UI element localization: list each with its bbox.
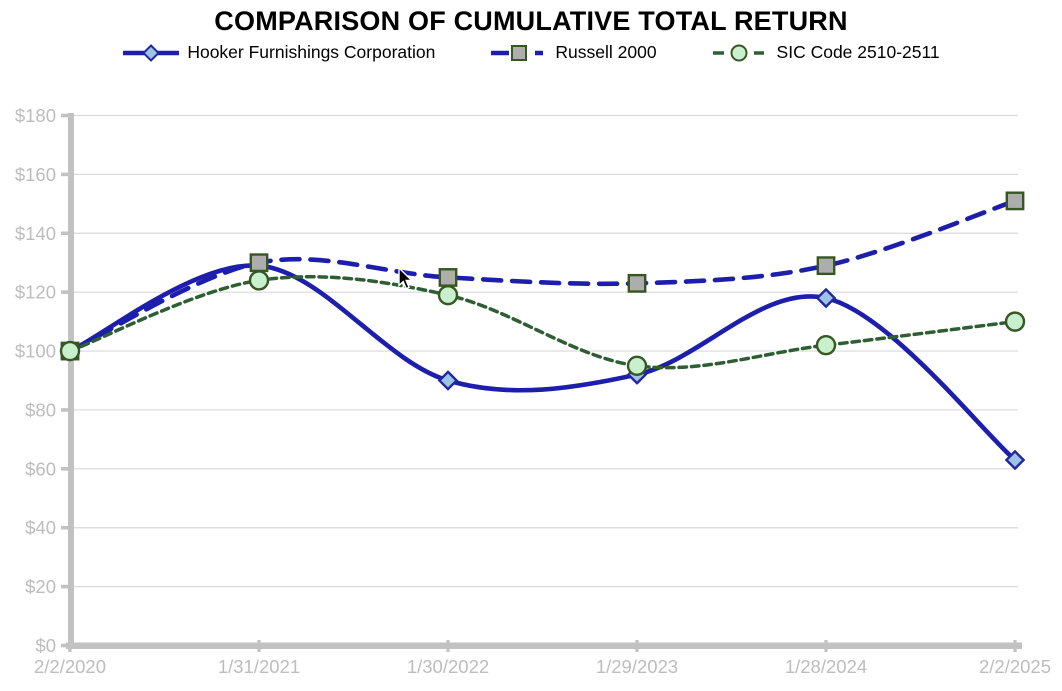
legend-label: Russell 2000 [555,42,657,62]
legend-item-russell-2000: Russell 2000 [490,42,657,63]
dash-square-swatch-icon [490,43,548,63]
circle-marker [248,270,270,291]
square-marker [816,256,836,276]
legend-label: SIC Code 2510-2511 [776,42,940,62]
chart-legend: Hooker Furnishings Corporation Russell 2… [0,42,1062,63]
x-axis-tick [1013,640,1017,652]
y-tick-label: $0 [35,635,56,656]
diamond-marker [815,287,837,309]
x-tick-label: 2/2/2020 [34,656,106,677]
diamond-marker [437,370,459,391]
square-marker [249,253,269,273]
y-tick-label: $140 [15,223,56,244]
x-axis-tick [68,640,72,652]
circle-marker [437,284,459,306]
dash-circle-swatch-icon [712,43,770,63]
circle-marker [815,334,837,356]
x-axis-line [66,642,1022,649]
series-line-1 [67,198,1018,354]
y-tick-label: $120 [15,282,56,303]
x-axis-tick [446,640,450,652]
circle-marker [59,340,81,362]
y-axis-tick [61,290,69,294]
x-axis-tick [824,640,828,652]
y-axis-tick [61,113,69,118]
diamond-marker [1004,449,1026,471]
y-axis-tick [61,172,69,177]
legend-label: Hooker Furnishings Corporation [187,42,436,62]
y-tick-label: $100 [15,341,56,362]
circle-marker [626,355,648,376]
x-tick-label: 1/28/2024 [785,656,867,677]
y-axis-line [68,113,74,649]
x-tick-label: 1/30/2022 [407,656,489,677]
y-tick-label: $20 [25,576,56,597]
line-diamond-swatch-icon [122,43,180,63]
y-tick-label: $180 [15,105,56,126]
series-line-2 [68,275,1017,370]
x-axis-tick [257,640,261,652]
y-axis-tick [61,408,69,412]
x-axis-tick [635,640,639,652]
y-axis-tick [61,525,69,530]
y-tick-label: $40 [25,517,56,538]
chart-title: COMPARISON OF CUMULATIVE TOTAL RETURN [214,6,848,36]
legend-item-hooker-furnishings: Hooker Furnishings Corporation [122,42,435,63]
y-tick-label: $80 [25,399,56,420]
x-tick-label: 1/31/2021 [218,656,300,677]
series-line-0 [67,263,1018,463]
x-tick-label: 1/29/2023 [596,656,678,677]
circle-marker [1004,311,1026,332]
y-tick-label: $60 [25,458,56,479]
square-marker [1005,191,1025,211]
x-tick-label: 2/2/2025 [979,656,1051,677]
square-marker [627,273,647,293]
y-axis-tick [61,467,69,471]
square-marker [438,268,458,287]
y-tick-label: $160 [15,164,56,185]
y-axis-tick [61,231,69,236]
legend-item-sic-code: SIC Code 2510-2511 [712,42,940,63]
y-axis-tick [61,584,69,589]
y-axis-tick [61,643,69,648]
